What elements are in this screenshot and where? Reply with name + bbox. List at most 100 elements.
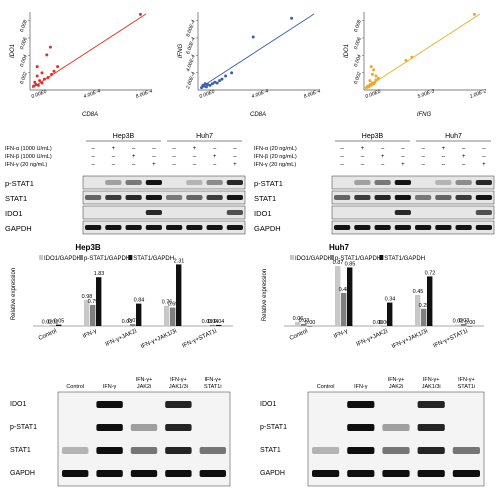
bar xyxy=(44,325,50,326)
legend-swatch xyxy=(79,255,83,260)
bar xyxy=(130,324,136,326)
x-tick-label: 5.00E-3 xyxy=(417,88,436,100)
bar xyxy=(210,324,216,326)
treatment-mark: + xyxy=(361,146,365,152)
y-tick-label: 0.006 xyxy=(353,36,363,50)
protein-band xyxy=(347,401,375,408)
data-point xyxy=(251,35,255,39)
data-point xyxy=(410,55,414,59)
bar xyxy=(84,299,90,326)
treatment-mark: – xyxy=(482,146,486,152)
bar-value-label: 0.69 xyxy=(168,302,179,308)
protein-band xyxy=(226,180,243,185)
bar-value-label: 0.84 xyxy=(134,298,145,304)
protein-band xyxy=(85,195,102,200)
treatment-mark: – xyxy=(91,162,95,168)
western-blot: Hep3B Huh7 IFN-α (20 ng/mL) – + – – – + – – IFN-β (… xyxy=(254,133,495,235)
bar-value-label: 0.98 xyxy=(82,294,93,300)
protein-band xyxy=(334,225,351,230)
protein-band xyxy=(452,447,480,454)
protein-band xyxy=(374,195,391,200)
protein-band xyxy=(105,180,122,185)
lane-label: STAT1i xyxy=(458,384,476,390)
protein-band xyxy=(145,180,162,185)
treatment-mark: – xyxy=(462,146,466,152)
y-axis-label: Relative expression xyxy=(262,269,268,321)
treatment-mark: – xyxy=(482,154,486,160)
y-tick-label: 0.002 xyxy=(353,71,363,85)
y-axis-label: IDO1 xyxy=(10,44,16,58)
protein-band xyxy=(475,195,492,200)
protein-label: STAT1 xyxy=(260,447,281,454)
lane-label: IFN-γ xyxy=(103,384,117,390)
cell-line-label: Huh7 xyxy=(445,133,462,140)
protein-band xyxy=(62,470,89,477)
protein-label: IDO1 xyxy=(254,209,272,218)
bar xyxy=(164,305,170,326)
bar xyxy=(301,323,307,326)
treatment-mark: + xyxy=(442,146,446,152)
data-point xyxy=(35,65,39,69)
lane-label: IFN-γ+ xyxy=(458,377,475,383)
bar xyxy=(421,308,427,326)
bar xyxy=(455,324,461,326)
legend-entry: STAT1/GAPDH xyxy=(133,256,174,262)
data-point xyxy=(368,79,372,83)
bar-value-label: 0.06 xyxy=(293,316,304,322)
protein-band xyxy=(455,180,472,185)
bar xyxy=(461,323,467,326)
data-point xyxy=(224,74,228,78)
bar xyxy=(136,303,142,326)
protein-band xyxy=(166,195,183,200)
category-label: IFN-γ xyxy=(333,328,349,340)
treatment-mark: – xyxy=(421,146,425,152)
lane-label: STAT1i xyxy=(204,384,222,390)
blot-strip xyxy=(82,190,246,205)
chart-title: Hep3B xyxy=(75,244,101,252)
legend-swatch xyxy=(128,255,133,260)
treatment-mark: – xyxy=(172,146,176,152)
lane-label: Control xyxy=(317,384,335,390)
y-axis-label: Relative expression xyxy=(11,268,17,320)
category-label: Control xyxy=(38,328,58,342)
protein-band xyxy=(96,470,123,477)
category-label: IFN-γ+JAK1/3i xyxy=(140,328,178,350)
treatment-mark: – xyxy=(193,162,197,168)
protein-band xyxy=(417,401,445,408)
y-tick-label: 4.00E-4 xyxy=(185,54,197,73)
protein-band xyxy=(125,180,142,185)
protein-label: STAT1 xyxy=(10,447,31,454)
x-tick-label: 4.00E-4 xyxy=(251,88,270,100)
bar-value-label: 2.31 xyxy=(174,258,185,264)
protein-band xyxy=(374,180,391,185)
protein-band xyxy=(417,447,445,454)
treatment-mark: – xyxy=(421,154,425,160)
bar xyxy=(124,325,130,326)
protein-band xyxy=(226,195,243,200)
treatment-label: IFN-β (1000 U/mL) xyxy=(5,154,52,160)
treatment-label: IFN-α (1000 U/mL) xyxy=(5,146,52,152)
regression-line xyxy=(365,13,481,89)
protein-band xyxy=(96,401,123,408)
protein-band xyxy=(226,225,243,230)
protein-band xyxy=(435,225,452,230)
protein-band xyxy=(347,424,375,431)
protein-band xyxy=(435,195,452,200)
protein-band xyxy=(415,195,432,200)
treatment-mark: – xyxy=(213,146,217,152)
protein-label: IDO1 xyxy=(10,401,26,408)
y-axis-label: IFNG xyxy=(178,44,184,59)
data-point xyxy=(472,12,476,16)
lane-label: IFN-γ+ xyxy=(170,377,187,383)
y-tick-label: 6.00E-4 xyxy=(185,36,197,55)
data-point xyxy=(56,65,60,69)
category-label: IFN-γ+STAT1i xyxy=(182,328,218,349)
protein-label: IDO1 xyxy=(260,401,276,408)
treatment-mark: – xyxy=(361,154,365,160)
x-axis-label: CD8A xyxy=(82,112,98,118)
x-tick-label: 0.00E0 xyxy=(31,89,48,100)
inhibitor-western-blot: Control IFN-γIFN-γ+JAK2iIFN-γ+JAK1/3iIFN-… xyxy=(260,377,485,487)
lane-label: IFN-γ xyxy=(354,384,368,390)
data-point xyxy=(404,58,408,62)
bar xyxy=(96,277,102,326)
